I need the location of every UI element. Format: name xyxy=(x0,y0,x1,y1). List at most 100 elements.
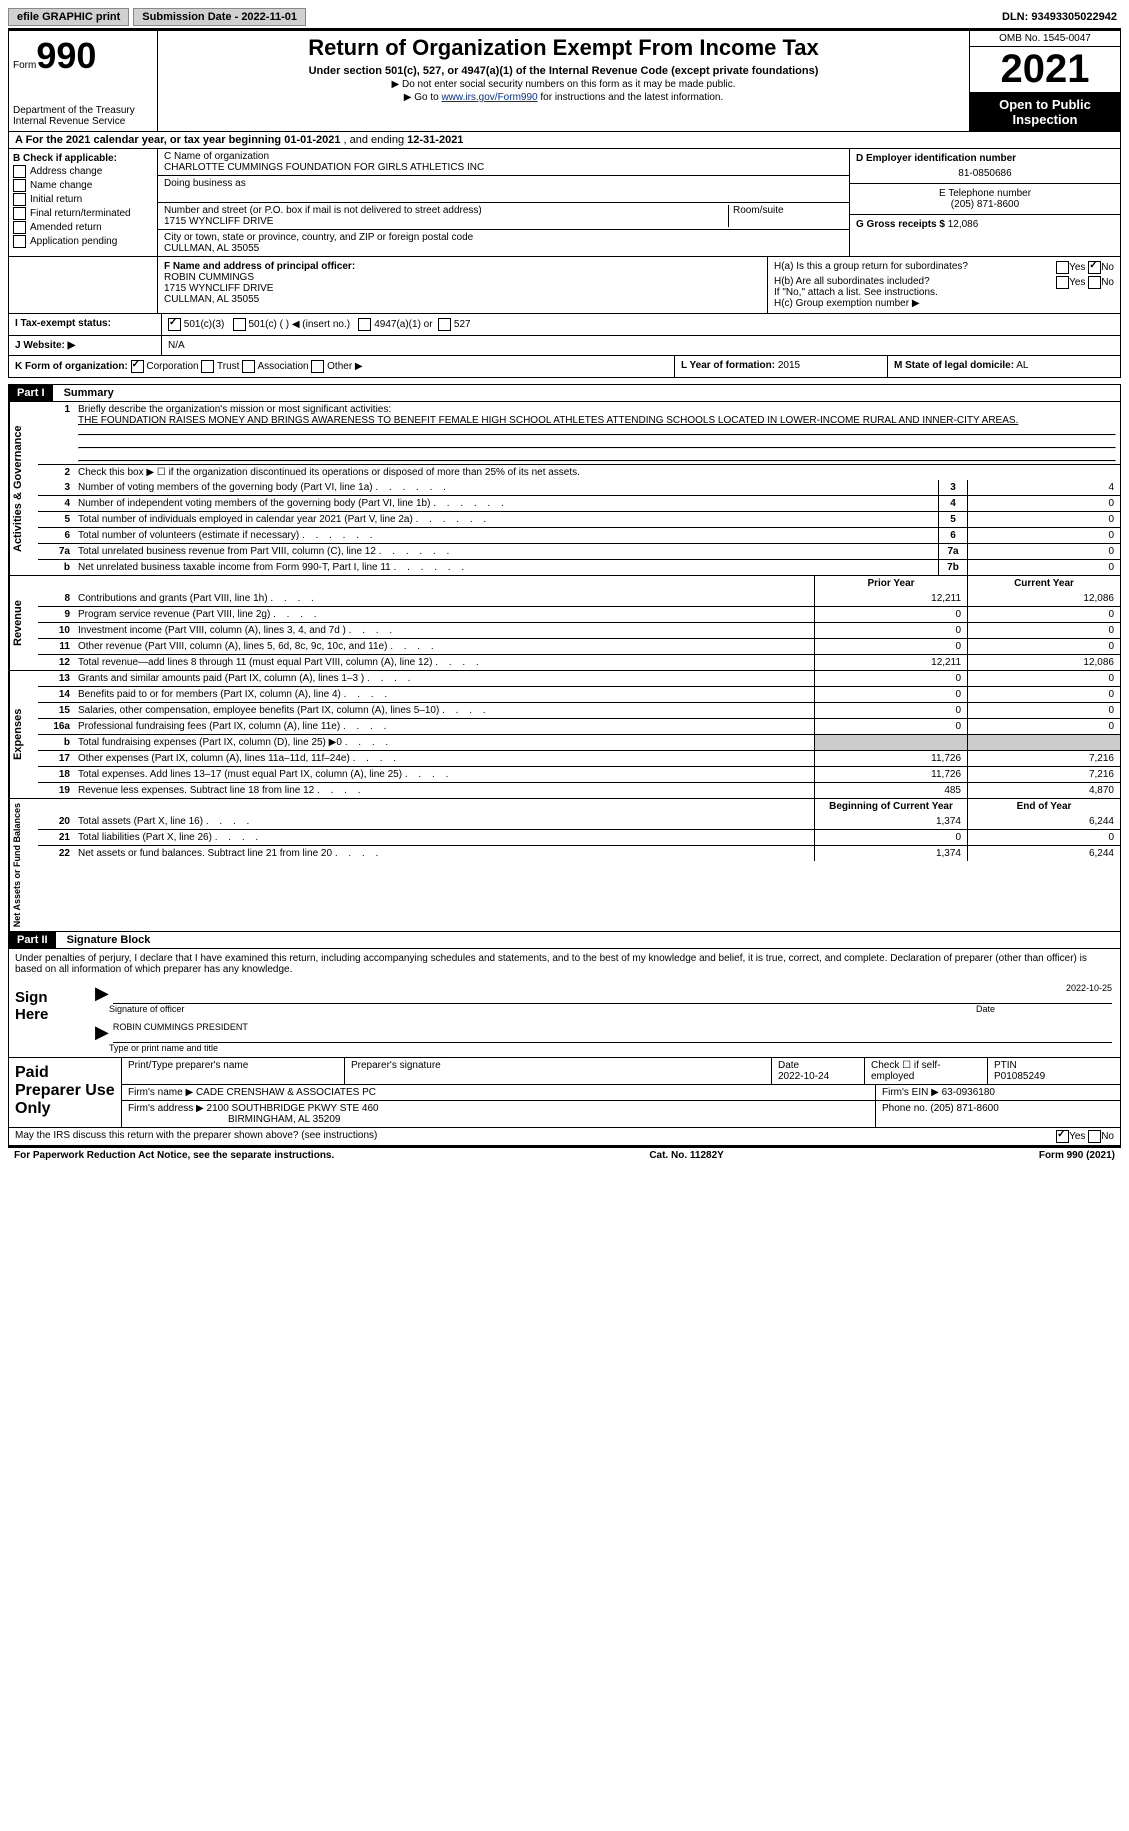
subtitle: Under section 501(c), 527, or 4947(a)(1)… xyxy=(166,65,961,77)
city-label: City or town, state or province, country… xyxy=(164,232,843,243)
gross-label: G Gross receipts $ xyxy=(856,219,945,230)
k-other-checkbox[interactable] xyxy=(311,360,324,373)
note-1: ▶ Do not enter social security numbers o… xyxy=(166,79,961,90)
part2-hdr: Part II xyxy=(9,932,56,948)
hb-yes-checkbox[interactable] xyxy=(1056,276,1069,289)
bcd-block: B Check if applicable: Address change Na… xyxy=(8,149,1121,257)
ha-no-checkbox[interactable] xyxy=(1088,261,1101,274)
open-public: Open to Public Inspection xyxy=(970,93,1120,131)
k-corp-checkbox[interactable] xyxy=(131,360,144,373)
table-row: 20Total assets (Part X, line 16) . . . .… xyxy=(38,814,1120,829)
table-row: 12Total revenue—add lines 8 through 11 (… xyxy=(38,654,1120,670)
4947-checkbox[interactable] xyxy=(358,318,371,331)
side-rev: Revenue xyxy=(9,576,38,670)
ha-label: H(a) Is this a group return for subordin… xyxy=(774,261,968,272)
table-row: 8Contributions and grants (Part VIII, li… xyxy=(38,591,1120,606)
form-number: 990 xyxy=(36,35,96,76)
ein-label: D Employer identification number xyxy=(856,153,1016,164)
footer: For Paperwork Reduction Act Notice, see … xyxy=(8,1146,1121,1163)
side-net: Net Assets or Fund Balances xyxy=(9,799,38,931)
form-header: Form990 Department of the Treasury Inter… xyxy=(8,30,1121,132)
declaration: Under penalties of perjury, I declare th… xyxy=(9,949,1120,979)
i-row: I Tax-exempt status: 501(c)(3) 501(c) ( … xyxy=(8,314,1121,336)
table-row: 5Total number of individuals employed in… xyxy=(38,511,1120,527)
part1-exp: Expenses 13Grants and similar amounts pa… xyxy=(8,671,1121,799)
table-row: 18Total expenses. Add lines 13–17 (must … xyxy=(38,766,1120,782)
527-checkbox[interactable] xyxy=(438,318,451,331)
table-row: bNet unrelated business taxable income f… xyxy=(38,559,1120,575)
q2-text: Check this box ▶ ☐ if the organization d… xyxy=(74,465,1120,480)
table-row: 10Investment income (Part VIII, column (… xyxy=(38,622,1120,638)
tel-label: E Telephone number xyxy=(856,188,1114,199)
sign-here-label: Sign Here xyxy=(9,979,91,1057)
tel: (205) 871-8600 xyxy=(856,199,1114,210)
ein: 81-0850686 xyxy=(856,168,1114,179)
col-b-label: B Check if applicable: xyxy=(13,153,117,164)
form-word: Form xyxy=(13,60,36,71)
table-row: 11Other revenue (Part VIII, column (A), … xyxy=(38,638,1120,654)
part1-rev: Revenue Prior Year Current Year 8Contrib… xyxy=(8,576,1121,671)
city: CULLMAN, AL 35055 xyxy=(164,243,843,254)
colb-option[interactable]: Address change xyxy=(13,165,153,178)
k-assoc-checkbox[interactable] xyxy=(242,360,255,373)
f-name: ROBIN CUMMINGS xyxy=(164,272,254,283)
fh-block: F Name and address of principal officer:… xyxy=(8,257,1121,314)
omb-number: OMB No. 1545-0047 xyxy=(970,31,1120,47)
colb-option[interactable]: Initial return xyxy=(13,193,153,206)
table-row: 15Salaries, other compensation, employee… xyxy=(38,702,1120,718)
col-b: B Check if applicable: Address change Na… xyxy=(9,149,158,256)
table-row: 13Grants and similar amounts paid (Part … xyxy=(38,671,1120,686)
part1-hdr: Part I xyxy=(9,385,53,401)
colb-option[interactable]: Application pending xyxy=(13,235,153,248)
org-name: CHARLOTTE CUMMINGS FOUNDATION FOR GIRLS … xyxy=(164,162,843,173)
col-d: D Employer identification number 81-0850… xyxy=(849,149,1120,256)
k-trust-checkbox[interactable] xyxy=(201,360,214,373)
table-row: 16aProfessional fundraising fees (Part I… xyxy=(38,718,1120,734)
table-row: bTotal fundraising expenses (Part IX, co… xyxy=(38,734,1120,750)
colb-option[interactable]: Final return/terminated xyxy=(13,207,153,220)
side-exp: Expenses xyxy=(9,671,38,798)
part1-title: Summary xyxy=(56,385,122,401)
dept-treasury: Department of the Treasury xyxy=(13,105,153,116)
topbar: efile GRAPHIC print Submission Date - 20… xyxy=(8,8,1121,26)
paid-preparer: Paid Preparer Use Only Print/Type prepar… xyxy=(8,1058,1121,1128)
org-name-label: C Name of organization xyxy=(164,151,843,162)
return-title: Return of Organization Exempt From Incom… xyxy=(166,35,961,61)
ha-yes-checkbox[interactable] xyxy=(1056,261,1069,274)
addr-label: Number and street (or P.O. box if mail i… xyxy=(164,205,728,216)
submission-date: Submission Date - 2022-11-01 xyxy=(133,8,306,26)
irs-link[interactable]: www.irs.gov/Form990 xyxy=(441,92,537,103)
discuss-row: May the IRS discuss this return with the… xyxy=(8,1128,1121,1146)
part1-net: Net Assets or Fund Balances Beginning of… xyxy=(8,799,1121,932)
hb-no-checkbox[interactable] xyxy=(1088,276,1101,289)
irs-label: Internal Revenue Service xyxy=(13,116,153,127)
hc-label: H(c) Group exemption number ▶ xyxy=(774,298,1114,309)
paid-label: Paid Preparer Use Only xyxy=(9,1058,122,1127)
dba-label: Doing business as xyxy=(164,178,843,189)
col-c: C Name of organization CHARLOTTE CUMMING… xyxy=(158,149,849,256)
hb-label: H(b) Are all subordinates included? xyxy=(774,276,930,287)
arrow-icon: ▶ xyxy=(95,1022,109,1043)
501c3-checkbox[interactable] xyxy=(168,318,181,331)
colb-option[interactable]: Amended return xyxy=(13,221,153,234)
f-city: CULLMAN, AL 35055 xyxy=(164,294,259,305)
table-row: 3Number of voting members of the governi… xyxy=(38,480,1120,495)
dln-label: DLN: 93493305022942 xyxy=(998,11,1121,23)
discuss-no-checkbox[interactable] xyxy=(1088,1130,1101,1143)
j-row: J Website: ▶ N/A xyxy=(8,336,1121,356)
discuss-yes-checkbox[interactable] xyxy=(1056,1130,1069,1143)
colb-option[interactable]: Name change xyxy=(13,179,153,192)
side-ag: Activities & Governance xyxy=(9,402,38,575)
table-row: 17Other expenses (Part IX, column (A), l… xyxy=(38,750,1120,766)
addr: 1715 WYNCLIFF DRIVE xyxy=(164,216,728,227)
arrow-icon: ▶ xyxy=(95,983,109,1004)
part2-title: Signature Block xyxy=(59,932,159,948)
efile-button[interactable]: efile GRAPHIC print xyxy=(8,8,129,26)
table-row: 19Revenue less expenses. Subtract line 1… xyxy=(38,782,1120,798)
mission-text: THE FOUNDATION RAISES MONEY AND BRINGS A… xyxy=(78,415,1018,426)
note-2: ▶ Go to www.irs.gov/Form990 for instruct… xyxy=(166,92,961,103)
klm-row: K Form of organization: Corporation Trus… xyxy=(8,356,1121,378)
501c-checkbox[interactable] xyxy=(233,318,246,331)
f-label: F Name and address of principal officer: xyxy=(164,261,355,272)
gross: 12,086 xyxy=(948,219,979,230)
